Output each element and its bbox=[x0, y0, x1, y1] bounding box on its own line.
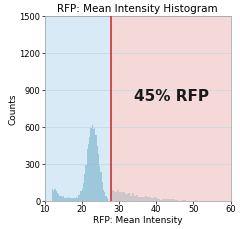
Bar bbox=[113, 191, 115, 201]
Bar bbox=[92, 125, 93, 201]
Bar bbox=[173, 199, 175, 201]
Bar bbox=[63, 196, 64, 201]
Bar bbox=[61, 196, 62, 201]
Bar bbox=[103, 190, 104, 201]
Bar bbox=[158, 199, 160, 201]
Bar bbox=[156, 198, 158, 201]
Bar bbox=[112, 16, 231, 201]
Bar bbox=[132, 193, 134, 201]
Bar bbox=[71, 198, 72, 201]
Bar bbox=[88, 144, 89, 201]
Bar bbox=[57, 193, 58, 201]
Bar bbox=[54, 189, 56, 201]
Bar bbox=[94, 128, 95, 201]
Bar bbox=[182, 200, 184, 201]
Bar bbox=[119, 192, 121, 201]
Bar bbox=[147, 197, 149, 201]
Bar bbox=[123, 192, 125, 201]
Title: RFP: Mean Intensity Histogram: RFP: Mean Intensity Histogram bbox=[57, 4, 218, 14]
Bar bbox=[104, 191, 105, 201]
Bar bbox=[87, 149, 88, 201]
Bar bbox=[195, 200, 197, 201]
Bar bbox=[149, 197, 150, 201]
Bar bbox=[72, 198, 73, 201]
Bar bbox=[143, 197, 145, 201]
Bar bbox=[79, 195, 80, 201]
Bar bbox=[64, 198, 66, 201]
Bar bbox=[126, 194, 128, 201]
Bar bbox=[52, 189, 53, 201]
Bar bbox=[139, 196, 141, 201]
Bar bbox=[141, 197, 143, 201]
Bar bbox=[98, 154, 99, 201]
Bar bbox=[93, 129, 94, 201]
Y-axis label: Counts: Counts bbox=[9, 93, 18, 125]
Bar bbox=[58, 194, 60, 201]
Bar bbox=[134, 196, 136, 201]
Bar bbox=[66, 198, 67, 201]
Bar bbox=[97, 146, 98, 201]
Bar bbox=[95, 135, 97, 201]
Bar bbox=[69, 198, 71, 201]
Bar bbox=[152, 198, 154, 201]
Bar bbox=[150, 198, 152, 201]
Bar bbox=[128, 193, 130, 201]
Bar bbox=[76, 197, 77, 201]
Bar bbox=[62, 197, 63, 201]
X-axis label: RFP: Mean Intensity: RFP: Mean Intensity bbox=[93, 216, 182, 225]
Bar bbox=[90, 128, 92, 201]
Bar bbox=[162, 199, 164, 201]
Bar bbox=[74, 198, 76, 201]
Text: 45% RFP: 45% RFP bbox=[133, 89, 209, 104]
Bar bbox=[164, 199, 165, 201]
Bar bbox=[112, 190, 113, 201]
Bar bbox=[99, 166, 100, 201]
Bar bbox=[45, 16, 112, 201]
Bar bbox=[167, 199, 169, 201]
Bar bbox=[115, 192, 117, 201]
Bar bbox=[80, 191, 82, 201]
Bar bbox=[107, 199, 108, 201]
Bar bbox=[85, 165, 87, 201]
Bar bbox=[78, 195, 79, 201]
Bar bbox=[171, 199, 173, 201]
Bar bbox=[145, 196, 147, 201]
Bar bbox=[165, 199, 167, 201]
Bar bbox=[184, 200, 186, 201]
Bar bbox=[125, 194, 126, 201]
Bar bbox=[82, 188, 83, 201]
Bar bbox=[53, 191, 54, 201]
Bar bbox=[138, 196, 139, 201]
Bar bbox=[73, 199, 74, 201]
Bar bbox=[160, 199, 162, 201]
Bar bbox=[175, 200, 177, 201]
Bar bbox=[130, 196, 132, 201]
Bar bbox=[84, 174, 85, 201]
Bar bbox=[100, 172, 102, 201]
Bar bbox=[67, 198, 68, 201]
Bar bbox=[136, 196, 138, 201]
Bar bbox=[89, 137, 90, 201]
Bar bbox=[154, 197, 156, 201]
Bar bbox=[60, 196, 61, 201]
Bar bbox=[83, 183, 84, 201]
Bar bbox=[169, 199, 171, 201]
Bar bbox=[121, 192, 123, 201]
Bar bbox=[56, 191, 57, 201]
Bar bbox=[68, 197, 69, 201]
Bar bbox=[105, 196, 107, 201]
Bar bbox=[117, 190, 119, 201]
Bar bbox=[102, 182, 103, 201]
Bar bbox=[77, 198, 78, 201]
Bar bbox=[177, 200, 179, 201]
